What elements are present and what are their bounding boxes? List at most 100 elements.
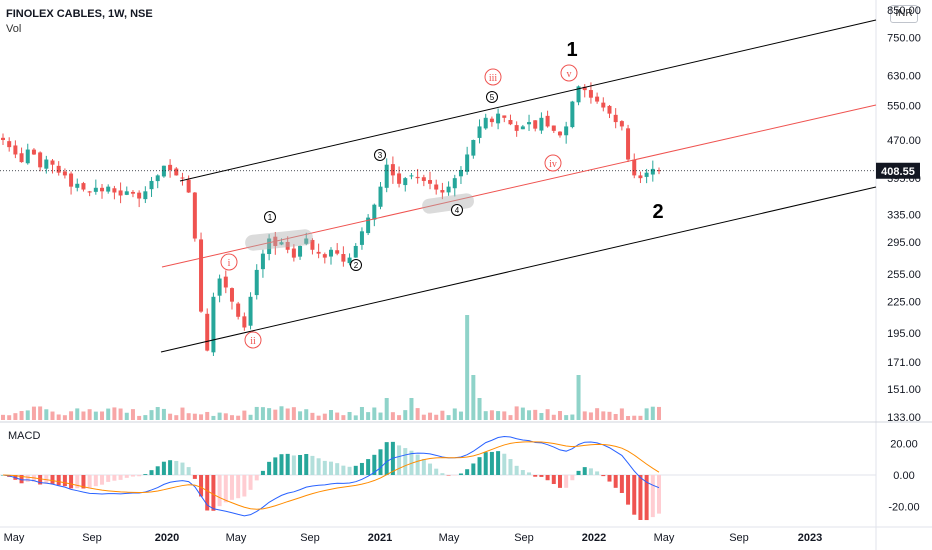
macd-histogram-bar — [551, 475, 556, 485]
macd-histogram-bar — [595, 471, 600, 475]
volume-label: Vol — [6, 23, 22, 35]
candle-body — [650, 168, 655, 175]
macd-histogram-bar — [607, 475, 612, 482]
volume-bar — [87, 409, 92, 420]
price-tick-label: 550.00 — [887, 101, 921, 113]
volume-bar — [384, 398, 389, 420]
volume-bar — [582, 411, 587, 420]
macd-histogram-bar — [254, 475, 259, 481]
candle-body — [112, 188, 117, 193]
volume-bar — [192, 413, 197, 420]
volume-bar — [551, 414, 556, 420]
macd-histogram-bar — [310, 455, 315, 475]
candle-body — [192, 192, 197, 239]
candle-body — [527, 122, 532, 125]
candle-body — [533, 120, 538, 129]
candle-body — [242, 316, 247, 328]
macd-histogram-bar — [229, 475, 234, 500]
volume-bar — [168, 413, 173, 420]
macd-histogram-bar — [440, 473, 445, 475]
candle-body — [440, 190, 445, 193]
macd-histogram-bar — [149, 470, 154, 475]
candle-body — [31, 149, 36, 155]
wave-marker-circle — [350, 259, 362, 271]
candle-body — [471, 140, 476, 156]
macd-histogram-bar — [359, 462, 364, 475]
signal-line — [2, 441, 660, 510]
currency-button[interactable]: INR — [890, 5, 918, 23]
volume-bar — [564, 415, 569, 420]
candle-body — [588, 90, 593, 98]
time-tick-label: Sep — [729, 532, 749, 544]
macd-histogram-bar — [527, 472, 532, 475]
candle-body — [458, 169, 463, 177]
candle-body — [576, 86, 581, 103]
macd-histogram-bar — [298, 454, 303, 475]
candle-body — [595, 96, 600, 102]
volume-bar — [341, 415, 346, 420]
candle-body — [161, 165, 166, 177]
candle-body — [397, 173, 402, 184]
candle-body — [489, 118, 494, 123]
volume-bar — [576, 375, 581, 420]
volume-bar — [124, 412, 129, 420]
candle-body — [260, 253, 265, 270]
candle-body — [601, 102, 606, 108]
volume-bar — [372, 407, 377, 420]
macd-histogram-bar — [100, 475, 105, 485]
volume-bar — [428, 412, 433, 420]
candle-body — [657, 170, 661, 172]
symbol-title: FINOLEX CABLES, 1W, NSE — [6, 8, 153, 20]
volume-bar — [38, 406, 43, 420]
volume-bar — [359, 406, 364, 420]
macd-histogram-bar — [588, 468, 593, 475]
candle-body — [50, 160, 55, 165]
candle-body — [347, 257, 352, 264]
volume-bar — [471, 375, 476, 420]
macd-histogram-bar — [545, 475, 550, 481]
macd-histogram-bar — [143, 474, 148, 475]
macd-histogram-bar — [632, 475, 637, 515]
macd-histogram-bar — [397, 445, 402, 475]
macd-histogram-bar — [291, 455, 296, 475]
macd-histogram-bar — [93, 475, 98, 487]
volume-bar — [180, 407, 185, 420]
volume-bar — [533, 409, 538, 420]
last-price-label: 408.55 — [881, 166, 915, 178]
volume-bar — [267, 408, 272, 420]
candle-body — [118, 190, 123, 196]
volume-bar — [174, 415, 179, 420]
volume-bar — [186, 413, 191, 420]
price-tick-label: 151.00 — [887, 384, 921, 396]
volume-bar — [607, 411, 612, 420]
candle-body — [353, 245, 358, 258]
macd-histogram-bar — [428, 463, 433, 475]
volume-bar — [335, 412, 340, 420]
time-tick-label: Sep — [300, 532, 320, 544]
macd-histogram-bar — [341, 465, 346, 475]
volume-bar — [378, 412, 383, 420]
channel-midline — [161, 104, 877, 268]
candle-body — [428, 180, 433, 184]
macd-histogram-bar — [384, 442, 389, 475]
time-tick-label: May — [4, 532, 25, 544]
time-tick-label: Sep — [514, 532, 534, 544]
macd-histogram-bar — [514, 465, 519, 475]
volume-bar — [588, 412, 593, 420]
price-tick-label: 750.00 — [887, 32, 921, 44]
volume-bar — [626, 415, 631, 420]
macd-histogram-bar — [613, 475, 618, 488]
candle-body — [551, 125, 556, 131]
wave-label-minor: i — [228, 258, 231, 269]
volume-bar — [465, 315, 470, 420]
candle-body — [582, 86, 587, 91]
wave-label-minor: v — [567, 69, 572, 80]
candle-body — [613, 114, 618, 123]
wave-label-minor: iii — [489, 73, 498, 84]
candle-body — [106, 186, 111, 192]
candle-body — [514, 125, 519, 131]
volume-bar — [496, 411, 501, 420]
volume-bar — [75, 408, 80, 420]
candle-body — [236, 303, 241, 317]
wave-label-minor: iv — [549, 159, 557, 170]
